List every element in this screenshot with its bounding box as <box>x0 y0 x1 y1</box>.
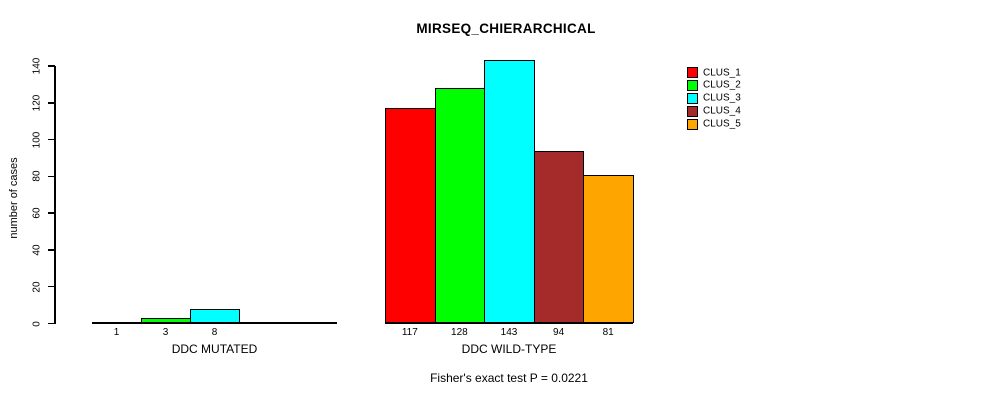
legend-swatch-clus_3 <box>687 92 698 104</box>
legend-label: CLUS_4 <box>703 105 741 117</box>
bar-value-label: 1 <box>113 327 120 338</box>
bar-value-label: 128 <box>451 327 468 338</box>
y-tick <box>47 102 55 104</box>
y-tick <box>47 285 55 288</box>
y-tick <box>47 322 55 325</box>
bar-clus_2 <box>141 317 191 324</box>
y-tick-label: 100 <box>31 131 43 148</box>
y-tick <box>47 175 55 178</box>
y-tick-label: 0 <box>31 320 43 327</box>
bar-clus_4 <box>533 150 585 324</box>
bar-value-label: 117 <box>401 327 418 338</box>
bar-clus_1 <box>385 108 436 324</box>
bar-clus_3 <box>484 60 535 324</box>
legend-swatch-clus_4 <box>687 105 698 117</box>
bar-clus_2 <box>434 88 486 324</box>
y-tick-label: 140 <box>31 57 43 75</box>
y-tick <box>47 138 55 141</box>
bar-clus_3 <box>190 308 240 324</box>
y-tick-label: 80 <box>31 170 43 182</box>
group-label: DDC WILD-TYPE <box>461 342 557 356</box>
y-axis-line <box>54 66 56 324</box>
bar-value-label: 8 <box>211 327 218 338</box>
chart-title: MIRSEQ_CHIERARCHICAL <box>416 21 596 36</box>
bar-clus_5 <box>583 174 634 324</box>
legend-swatch-clus_2 <box>687 79 698 91</box>
legend-label: CLUS_3 <box>703 92 741 104</box>
y-tick <box>47 212 55 214</box>
y-tick <box>47 65 55 67</box>
legend-label: CLUS_1 <box>703 67 741 78</box>
legend-swatch-clus_1 <box>687 67 698 78</box>
y-tick-label: 60 <box>31 207 43 219</box>
bar-value-label: 3 <box>162 327 169 338</box>
bar-value-label: 94 <box>553 327 565 338</box>
y-axis-label: number of cases <box>8 157 20 239</box>
bar-clus_1 <box>92 321 142 324</box>
bar-value-label: 143 <box>500 327 518 338</box>
legend-label: CLUS_2 <box>703 79 741 91</box>
y-tick <box>47 249 55 251</box>
y-tick-label: 20 <box>31 281 43 293</box>
bar-value-label: 81 <box>602 327 614 338</box>
y-tick-label: 120 <box>31 94 43 112</box>
y-tick-label: 40 <box>31 244 43 256</box>
group-label: DDC MUTATED <box>171 342 258 356</box>
legend-label: CLUS_5 <box>703 118 741 130</box>
legend-swatch-clus_5 <box>687 118 698 130</box>
annotation-text: Fisher's exact test P = 0.0221 <box>430 371 588 385</box>
